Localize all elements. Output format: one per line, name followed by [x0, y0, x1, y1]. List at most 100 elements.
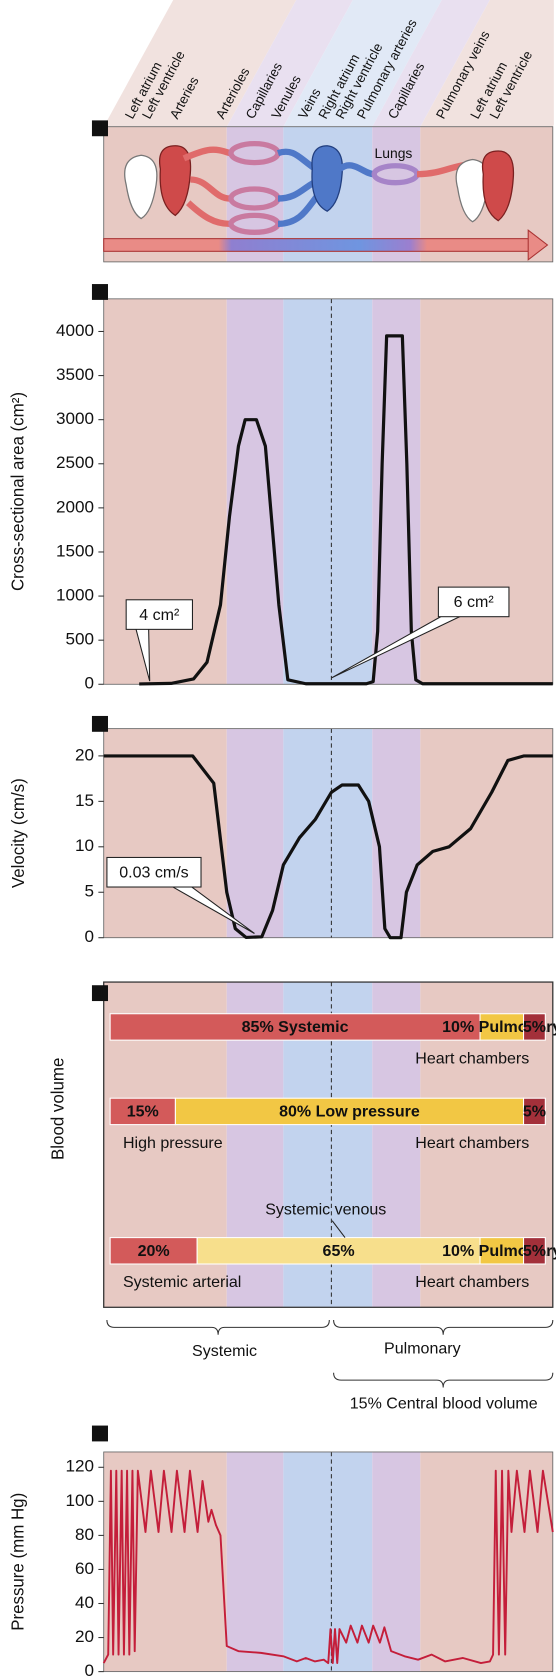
- segment-caption: Systemic arterial: [123, 1274, 241, 1291]
- bar-segment: [174, 1097, 525, 1126]
- y-tick-label: 3000: [56, 409, 94, 428]
- y-tick-label: 1500: [56, 542, 94, 561]
- heart-outline: [124, 154, 158, 220]
- callout-box: [125, 599, 193, 630]
- lungs-label: Lungs: [375, 145, 413, 161]
- y-tick-label: 1000: [56, 586, 94, 605]
- y-tick-label: 3500: [56, 365, 94, 384]
- y-tick-label: 20: [75, 745, 94, 764]
- bracket: [333, 1319, 554, 1335]
- segment-label: 5%: [523, 1104, 546, 1121]
- bar-segment: [109, 1097, 176, 1126]
- panel-number-box: [91, 715, 108, 732]
- data-line: [139, 334, 553, 686]
- y-tick-label: 100: [66, 1491, 95, 1510]
- left-heart: [159, 145, 192, 217]
- bracket-label: Systemic: [192, 1343, 257, 1360]
- segment-label: 80% Low pressure: [279, 1104, 420, 1121]
- callout-text: 6 cm²: [454, 594, 494, 611]
- bar-segment: [479, 1237, 525, 1265]
- segment-caption: Heart chambers: [415, 1050, 529, 1067]
- header-band: [226, 0, 353, 127]
- y-tick-label: 0: [85, 927, 95, 946]
- y-tick-label: 500: [66, 630, 95, 649]
- y-tick-label: 20: [75, 1627, 94, 1646]
- segment-label: 85% Systemic: [242, 1019, 349, 1036]
- region-band: [372, 728, 421, 938]
- panel-number-box: [91, 120, 108, 137]
- bar-segment: [109, 1237, 198, 1265]
- callout-box: [106, 856, 202, 888]
- panel-number: 4: [96, 985, 104, 1000]
- bar-segment: [523, 1013, 546, 1041]
- y-axis-label: Blood volume: [48, 1058, 67, 1160]
- callout-box: [437, 586, 510, 618]
- header-band: [372, 0, 490, 127]
- bracket: [333, 1372, 554, 1388]
- panel-number-box: [91, 284, 108, 300]
- panel-number: 2: [96, 284, 103, 299]
- arteries: [182, 146, 231, 228]
- caption-pointer: [331, 1220, 346, 1238]
- y-axis-label: Pressure (mm Hg): [9, 1493, 28, 1631]
- segment-label: 65%: [323, 1243, 355, 1260]
- region-band: [226, 1451, 284, 1672]
- y-tick-label: 0: [85, 1661, 95, 1679]
- bar-segment: [196, 1237, 481, 1265]
- plot-frame: [103, 1451, 554, 1673]
- bracket-label: Pulmonary: [384, 1341, 461, 1358]
- y-tick-label: 5: [85, 882, 95, 901]
- y-axis-label: Velocity (cm/s): [9, 778, 28, 888]
- header-band: [420, 0, 556, 127]
- header-band: [103, 0, 297, 127]
- plot-frame: [103, 728, 554, 939]
- pulmonary-artery: [337, 162, 375, 178]
- bar-segment: [523, 1097, 546, 1126]
- region-band: [283, 1451, 373, 1672]
- region-band: [283, 298, 373, 685]
- y-tick-label: 15: [75, 791, 94, 810]
- segment-label: 5%: [523, 1243, 546, 1260]
- panel-number: 1: [96, 120, 103, 135]
- region-band: [420, 728, 553, 938]
- y-axis-label: Cross-sectional area (cm²): [9, 392, 28, 591]
- segment-caption: Heart chambers: [415, 1274, 529, 1291]
- panel-number: 3: [96, 716, 103, 731]
- segment-label: 5%: [523, 1019, 546, 1036]
- left-heart: [481, 150, 515, 222]
- segment-caption: High pressure: [123, 1135, 223, 1152]
- region-band: [372, 298, 421, 685]
- y-tick-label: 80: [75, 1525, 94, 1544]
- flow-arrow: [103, 238, 530, 252]
- header-mask: [553, 0, 556, 127]
- y-tick-label: 4000: [56, 321, 94, 340]
- region-band: [420, 1451, 553, 1672]
- panel-number-box: [91, 1425, 108, 1442]
- segment-caption: Heart chambers: [415, 1135, 529, 1152]
- segment-caption: Systemic venous: [265, 1201, 386, 1218]
- callout-text: 0.03 cm/s: [119, 865, 188, 882]
- bar-segment: [523, 1237, 546, 1265]
- y-tick-label: 2000: [56, 497, 94, 516]
- segment-label: 15%: [127, 1104, 159, 1121]
- bracket-label: 15% Central blood volume: [350, 1396, 538, 1413]
- panel-number: 5: [96, 1425, 103, 1440]
- y-tick-label: 40: [75, 1593, 94, 1612]
- right-heart: [311, 145, 344, 212]
- panel-frame: [103, 981, 554, 1308]
- bar-segment: [479, 1013, 525, 1041]
- region-band: [283, 728, 373, 938]
- panel-frame: [103, 126, 554, 263]
- data-line: [103, 754, 553, 940]
- panel-number-box: [91, 985, 108, 1002]
- header-mask: [0, 0, 103, 127]
- y-tick-label: 60: [75, 1559, 94, 1578]
- y-tick-label: 0: [85, 674, 95, 693]
- header-band: [283, 0, 442, 127]
- region-band: [372, 1451, 421, 1672]
- callout-text: 4 cm²: [139, 607, 179, 624]
- y-tick-label: 2500: [56, 453, 94, 472]
- circulation-diagram: Lungs: [103, 140, 549, 261]
